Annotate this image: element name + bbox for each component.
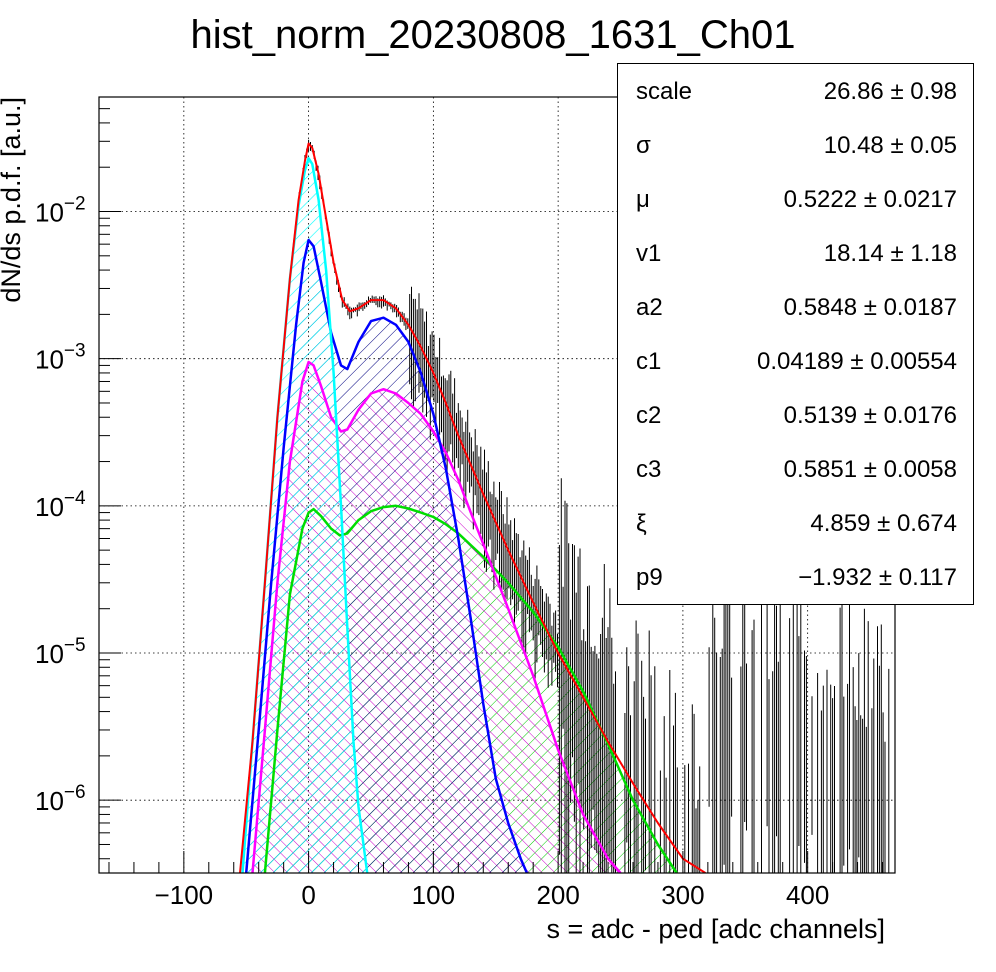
- stat-value: 26.86 ± 0.98: [823, 78, 957, 105]
- stat-row: σ 10.48 ± 0.05: [618, 118, 973, 172]
- series-line-0: [239, 142, 706, 873]
- series-fill-1: [242, 158, 368, 873]
- y-tick-label: 10−2: [35, 194, 86, 228]
- stat-name: scale: [636, 78, 693, 105]
- x-tick-label: 100: [412, 880, 455, 910]
- stat-row: c1 0.04189 ± 0.00554: [618, 334, 973, 388]
- stat-value: 0.5848 ± 0.0187: [783, 294, 957, 321]
- series-line-2: [244, 238, 529, 873]
- stat-name: c2: [636, 402, 662, 429]
- stat-name: μ: [636, 186, 650, 213]
- x-tick-labels: −100 0 100 200 300 400: [155, 880, 830, 910]
- series-line-4: [263, 504, 678, 873]
- stat-name: p9: [636, 564, 663, 591]
- series-lines: [239, 142, 706, 873]
- stat-value: 0.04189 ± 0.00554: [756, 348, 957, 375]
- y-tick-labels: 10−6 10−5 10−4 10−3 10−2: [35, 194, 86, 817]
- stat-row: a2 0.5848 ± 0.0187: [618, 280, 973, 334]
- y-axis-label: dN/ds p.d.f. [a.u.]: [0, 97, 26, 303]
- axis-ticks: [99, 96, 884, 873]
- x-tick-label: 200: [536, 880, 579, 910]
- x-tick-label: 400: [786, 880, 829, 910]
- stat-row: scale 26.86 ± 0.98: [618, 64, 973, 118]
- chart-title: hist_norm_20230808_1631_Ch01: [191, 13, 796, 57]
- stat-name: v1: [636, 240, 662, 267]
- series-fills: [242, 158, 677, 873]
- stat-value: −1.932 ± 0.117: [798, 564, 957, 591]
- stat-value: 10.48 ± 0.05: [823, 132, 957, 159]
- fit-stats-box: scale 26.86 ± 0.98 σ 10.48 ± 0.05 μ 0.5222 ± …: [617, 63, 974, 605]
- y-tick-label: 10−3: [35, 341, 86, 375]
- stat-name: ξ: [636, 510, 647, 537]
- x-axis-label: s = adc - ped [adc channels]: [547, 914, 885, 944]
- stat-row: v1 18.14 ± 1.18: [618, 226, 973, 280]
- stat-name: c1: [636, 348, 662, 375]
- stat-value: 0.5222 ± 0.0217: [783, 186, 957, 213]
- x-tick-label: 300: [661, 880, 704, 910]
- x-tick-label: −100: [155, 880, 214, 910]
- stat-value: 0.5139 ± 0.0176: [783, 402, 957, 429]
- y-tick-label: 10−4: [35, 488, 86, 522]
- y-tick-label: 10−6: [35, 782, 86, 816]
- stat-row: c2 0.5139 ± 0.0176: [618, 388, 973, 442]
- stat-value: 18.14 ± 1.18: [823, 240, 957, 267]
- stat-name: c3: [636, 456, 662, 483]
- stat-row: ξ 4.859 ± 0.674: [618, 496, 973, 550]
- y-tick-label: 10−5: [35, 635, 86, 669]
- stat-name: σ: [636, 132, 651, 159]
- stat-row: μ 0.5222 ± 0.0217: [618, 172, 973, 226]
- series-line-3: [251, 360, 622, 873]
- stat-row: p9 −1.932 ± 0.117: [618, 550, 973, 604]
- x-tick-label: 0: [301, 880, 315, 910]
- stat-value: 0.5851 ± 0.0058: [783, 456, 957, 483]
- stat-value: 4.859 ± 0.674: [810, 510, 957, 537]
- stat-row: c3 0.5851 ± 0.0058: [618, 442, 973, 496]
- stat-name: a2: [636, 294, 663, 321]
